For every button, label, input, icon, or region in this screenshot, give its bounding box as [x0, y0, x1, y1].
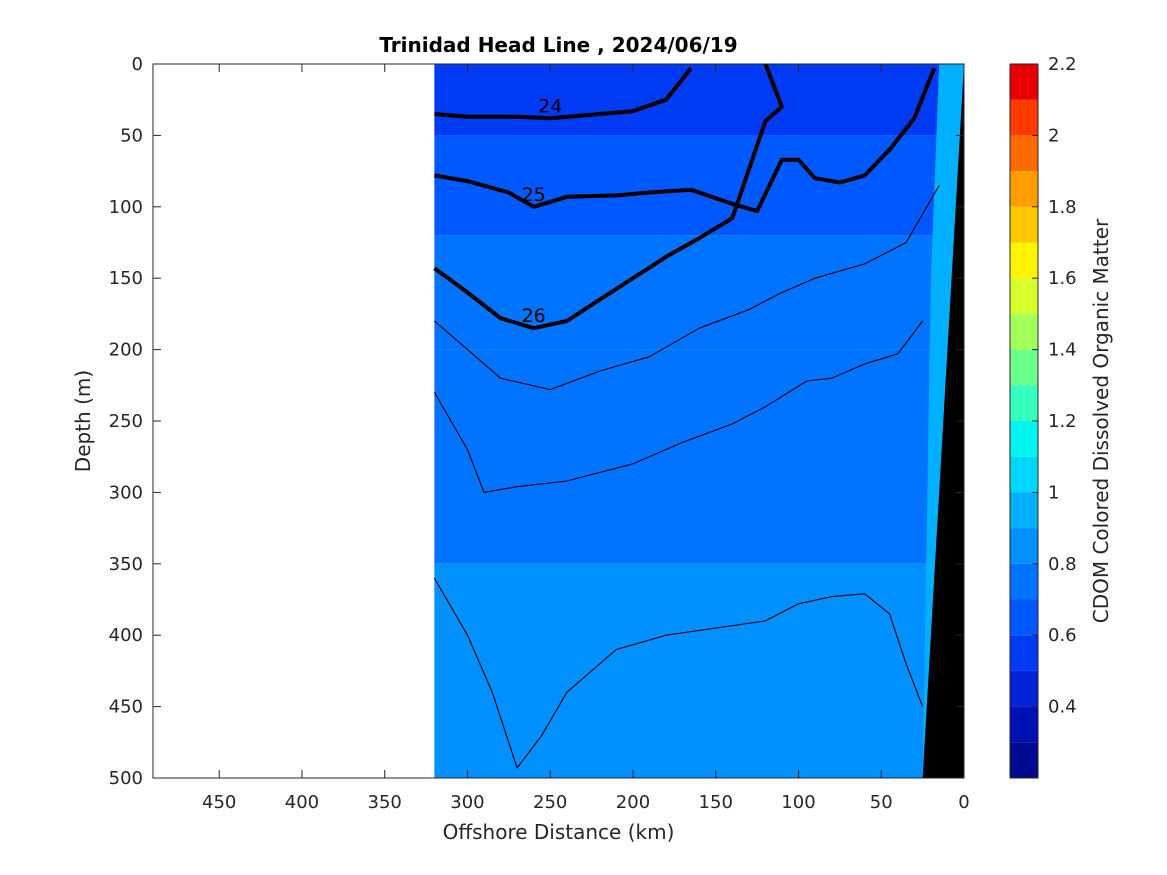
contour-label-1: 25	[522, 184, 546, 206]
plot-area: 24 25 26	[152, 63, 965, 779]
colorbar-segment-10	[1010, 385, 1038, 421]
colorbar-segment-2	[1010, 670, 1038, 707]
x-tick-label-6: 150	[699, 792, 733, 813]
colorbar-segment-18	[1010, 99, 1038, 136]
cdom-band-1	[434, 135, 964, 236]
colorbar-segment-8	[1010, 456, 1038, 493]
x-tick-label-8: 50	[870, 792, 893, 813]
density-contour-5	[433, 577, 924, 769]
colorbar-tick-label-6: 1.6	[1048, 268, 1077, 289]
colorbar-segment-19	[1010, 64, 1038, 100]
y-tick-label-3: 150	[109, 268, 143, 289]
colorbar-segment-5	[1010, 563, 1038, 600]
colorbar-segment-9	[1010, 421, 1038, 457]
density-contour-3	[434, 185, 940, 391]
y-tick-label-5: 250	[109, 411, 143, 432]
colorbar-tick-label-4: 1.2	[1048, 411, 1077, 432]
density-contour-4	[433, 320, 924, 493]
y-tick-label-4: 200	[109, 340, 143, 361]
colorbar-tick-label-0: 0.4	[1048, 697, 1077, 718]
y-tick-label-8: 400	[109, 625, 143, 646]
colorbar-segment-0	[1010, 742, 1038, 778]
x-tick-label-1: 400	[285, 792, 319, 813]
y-tick-label-2: 100	[109, 197, 143, 218]
density-contour-2	[433, 64, 784, 331]
y-tick-label-7: 350	[109, 554, 143, 575]
x-axis-label: Offshore Distance (km)	[443, 820, 675, 844]
colorbar-tick-label-3: 1	[1048, 482, 1059, 503]
colorbar-segment-14	[1010, 242, 1038, 279]
colorbar-segment-12	[1010, 313, 1038, 350]
bathymetry	[922, 64, 964, 778]
colorbar-label: CDOM Colored Dissolved Organic Matter	[1089, 218, 1113, 623]
colorbar-segment-11	[1010, 349, 1038, 386]
chart-title: Trinidad Head Line , 2024/06/19	[379, 33, 737, 57]
colorbar-tick-label-2: 0.8	[1048, 554, 1077, 575]
cdom-band-0	[434, 64, 964, 136]
x-tick-label-9: 0	[958, 792, 969, 813]
y-tick-label-0: 0	[132, 54, 143, 75]
y-axis: 0 50 100 150 200 250 300 350 400 450 500	[109, 54, 964, 789]
colorbar-segment-16	[1010, 171, 1038, 207]
colorbar-segment-1	[1010, 706, 1038, 743]
cdom-band-2	[434, 235, 964, 350]
x-tick-label-3: 300	[450, 792, 484, 813]
colorbar: 0.4 0.6 0.8 1 1.2 1.4 1.6 1.8 2 2.2	[1009, 54, 1077, 779]
x-axis: 450 400 350 300 250 200 150 100 50 0	[202, 64, 970, 813]
density-contour-0	[434, 67, 693, 121]
x-tick-label-4: 250	[533, 792, 567, 813]
colorbar-segment-17	[1010, 135, 1038, 172]
colorbar-tick-label-5: 1.4	[1048, 340, 1077, 361]
y-tick-label-6: 300	[109, 482, 143, 503]
plot-content: 24 25 26	[433, 64, 964, 778]
colorbar-tick-label-7: 1.8	[1048, 197, 1077, 218]
colorbar-segment-6	[1010, 528, 1038, 564]
y-axis-label: Depth (m)	[71, 370, 95, 472]
colorbar-segment-15	[1010, 206, 1038, 243]
x-tick-label-5: 200	[616, 792, 650, 813]
cdom-band-4	[434, 563, 964, 778]
colorbar-segment-7	[1010, 492, 1038, 529]
contour-label-2: 26	[522, 305, 546, 327]
colorbar-segment-3	[1010, 635, 1038, 671]
x-tick-label-0: 450	[202, 792, 236, 813]
y-tick-label-10: 500	[109, 768, 143, 789]
x-tick-label-7: 100	[781, 792, 815, 813]
contour-label-0: 24	[538, 95, 562, 117]
colorbar-segment-13	[1010, 278, 1038, 314]
y-tick-label-9: 450	[109, 697, 143, 718]
colorbar-tick-label-8: 2	[1048, 125, 1059, 146]
density-contour-1	[434, 67, 937, 214]
colorbar-tick-label-9: 2.2	[1048, 54, 1077, 75]
colorbar-segment-4	[1010, 599, 1038, 636]
colorbar-tick-label-1: 0.6	[1048, 625, 1077, 646]
cdom-band-3	[434, 349, 964, 564]
x-tick-label-2: 350	[368, 792, 402, 813]
y-tick-label-1: 50	[120, 125, 143, 146]
